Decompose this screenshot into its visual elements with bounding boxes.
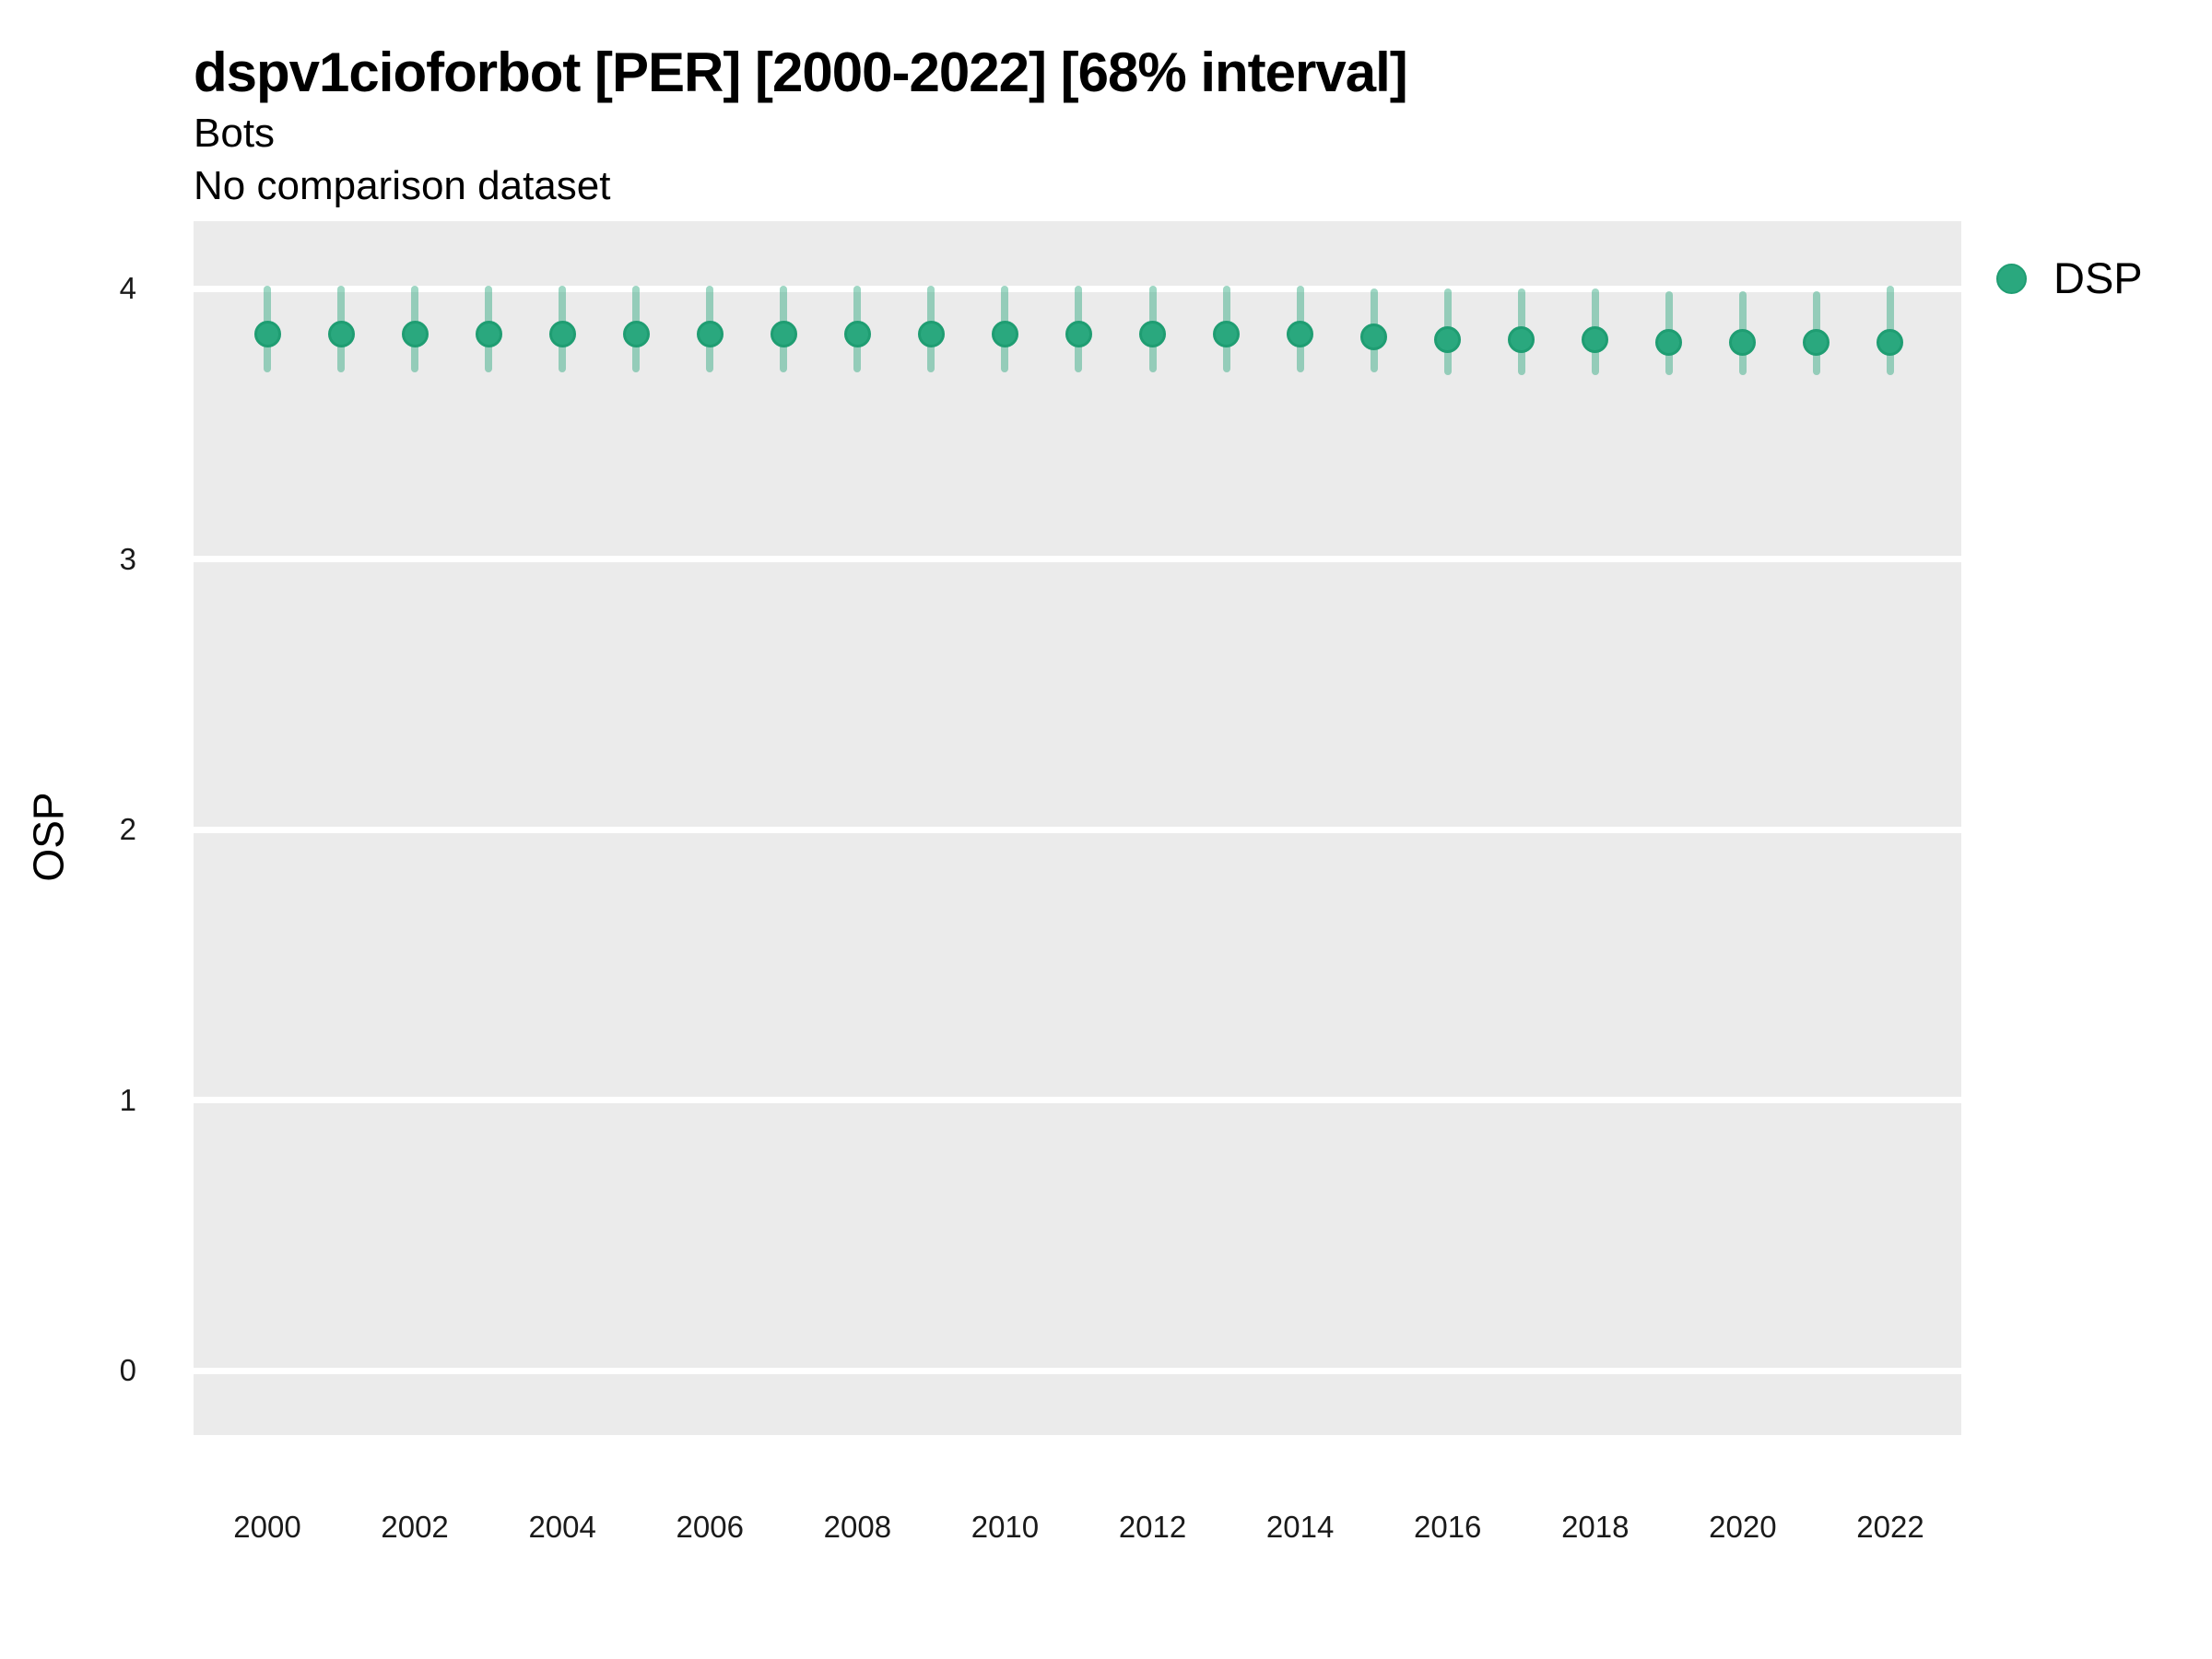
x-tick-label-2016: 2016 — [1414, 1510, 1482, 1544]
chart-title: dspv1cioforbot [PER] [2000-2022] [68% in… — [194, 41, 1408, 103]
data-point-2015 — [1360, 324, 1388, 351]
y-tick-label-3: 3 — [119, 541, 136, 576]
data-point-2019 — [1655, 329, 1683, 357]
x-tick-label-2010: 2010 — [971, 1510, 1040, 1544]
gridline-y-0 — [194, 1367, 1961, 1374]
data-point-2008 — [843, 321, 871, 348]
x-tick-label-2004: 2004 — [528, 1510, 596, 1544]
data-point-2014 — [1287, 321, 1314, 348]
x-tick-label-2020: 2020 — [1709, 1510, 1777, 1544]
gridline-y-1 — [194, 1097, 1961, 1103]
data-point-2001 — [327, 321, 355, 348]
data-point-2022 — [1877, 329, 1904, 357]
legend: DSP — [1996, 254, 2208, 310]
gridline-y-2 — [194, 826, 1961, 833]
x-tick-label-2006: 2006 — [676, 1510, 744, 1544]
gridline-y-4 — [194, 285, 1961, 292]
data-point-2003 — [475, 321, 502, 348]
x-tick-label-2000: 2000 — [233, 1510, 301, 1544]
data-point-2021 — [1803, 329, 1830, 357]
y-tick-label-2: 2 — [119, 812, 136, 846]
gridline-y-3 — [194, 556, 1961, 562]
data-point-2004 — [548, 321, 576, 348]
x-tick-label-2022: 2022 — [1856, 1510, 1924, 1544]
y-tick-label-0: 0 — [119, 1353, 136, 1387]
data-point-2018 — [1582, 326, 1609, 354]
data-point-2005 — [622, 321, 650, 348]
data-point-2020 — [1729, 329, 1757, 357]
data-point-2006 — [696, 321, 724, 348]
chart-subtitle: Bots — [194, 111, 276, 156]
data-point-2002 — [401, 321, 429, 348]
data-point-2011 — [1065, 321, 1092, 348]
data-point-2017 — [1508, 326, 1535, 354]
data-point-2010 — [991, 321, 1018, 348]
x-tick-label-2014: 2014 — [1265, 1510, 1335, 1544]
x-tick-label-2018: 2018 — [1561, 1510, 1630, 1544]
data-point-2013 — [1213, 321, 1241, 348]
data-point-2012 — [1139, 321, 1167, 348]
data-point-2016 — [1434, 326, 1462, 354]
data-point-2009 — [917, 321, 945, 348]
y-tick-label-4: 4 — [119, 271, 136, 305]
plot-panel — [194, 221, 1961, 1435]
data-point-2007 — [770, 321, 797, 348]
data-point-2000 — [253, 321, 281, 348]
x-tick-label-2008: 2008 — [823, 1510, 892, 1544]
x-tick-label-2002: 2002 — [381, 1510, 449, 1544]
x-tick-label-2012: 2012 — [1118, 1510, 1187, 1544]
y-tick-label-1: 1 — [119, 1082, 136, 1117]
legend-dsp-label: DSP — [2053, 253, 2143, 302]
comparison-note: No comparison dataset — [194, 163, 611, 208]
legend-dsp-dot-icon — [1996, 264, 2027, 294]
